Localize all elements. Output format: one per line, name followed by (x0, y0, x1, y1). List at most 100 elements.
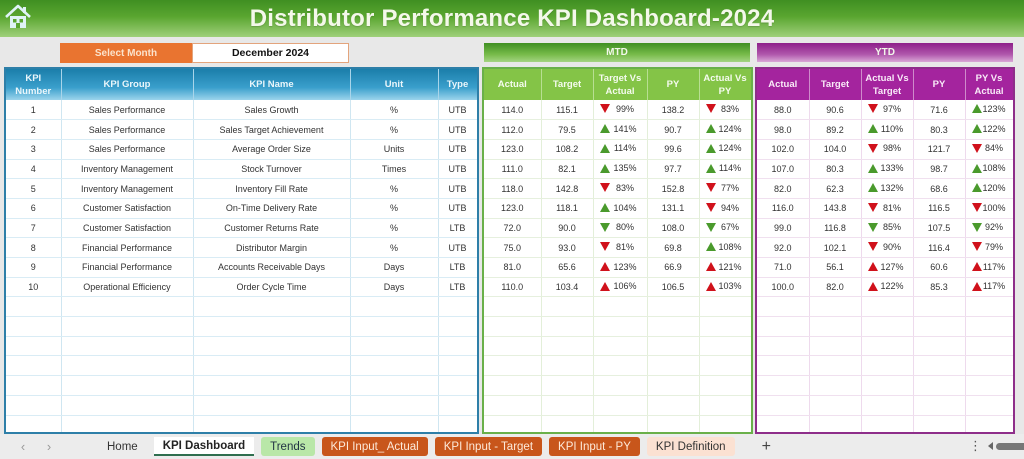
kpi-name-cell[interactable]: Order Cycle Time (193, 277, 351, 298)
kpi-number-cell[interactable] (6, 336, 62, 357)
kpi-name-cell[interactable]: Inventory Fill Rate (193, 178, 351, 199)
tva-cell[interactable]: 99% (593, 100, 648, 121)
tva-cell[interactable] (593, 395, 648, 416)
tva-cell[interactable]: 132% (861, 178, 914, 199)
kpi-group-cell[interactable] (61, 375, 194, 396)
actual-cell[interactable] (757, 375, 810, 396)
tva-cell[interactable]: 141% (593, 119, 648, 140)
py-cell[interactable] (913, 375, 966, 396)
kpi-number-cell[interactable]: 7 (6, 218, 62, 239)
actual-cell[interactable]: 102.0 (757, 139, 810, 160)
target-cell[interactable]: 118.1 (541, 198, 594, 219)
avp-cell[interactable] (699, 395, 751, 416)
avp-cell[interactable]: 122% (965, 119, 1013, 140)
py-cell[interactable]: 69.8 (647, 237, 700, 258)
tva-cell[interactable]: 110% (861, 119, 914, 140)
actual-cell[interactable]: 88.0 (757, 100, 810, 121)
tva-cell[interactable] (861, 375, 914, 396)
target-cell[interactable]: 142.8 (541, 178, 594, 199)
tab-home[interactable]: Home (107, 440, 138, 453)
py-cell[interactable]: 116.5 (913, 198, 966, 219)
avp-cell[interactable]: 117% (965, 277, 1013, 298)
tva-cell[interactable]: 81% (593, 237, 648, 258)
tva-cell[interactable]: 90% (861, 237, 914, 258)
actual-cell[interactable]: 118.0 (484, 178, 542, 199)
target-cell[interactable]: 65.6 (541, 257, 594, 278)
next-sheet-icon[interactable]: › (46, 439, 52, 454)
tva-cell[interactable]: 98% (861, 139, 914, 160)
py-cell[interactable] (913, 316, 966, 337)
target-cell[interactable]: 82.1 (541, 159, 594, 180)
kpi-type-cell[interactable] (438, 296, 477, 318)
kpi-number-cell[interactable] (6, 395, 62, 416)
scroll-left-icon[interactable] (988, 442, 993, 450)
kpi-number-cell[interactable] (6, 415, 62, 432)
actual-cell[interactable] (757, 336, 810, 357)
kpi-name-cell[interactable] (193, 415, 351, 432)
py-cell[interactable] (647, 415, 700, 432)
avp-cell[interactable]: 120% (965, 178, 1013, 199)
avp-cell[interactable] (965, 336, 1013, 357)
kpi-name-cell[interactable]: Distributor Margin (193, 237, 351, 258)
tab-kpi-input-target[interactable]: KPI Input - Target (434, 437, 543, 456)
py-cell[interactable]: 108.0 (647, 218, 700, 239)
kpi-type-cell[interactable]: UTB (438, 178, 477, 199)
py-cell[interactable] (647, 355, 700, 377)
avp-cell[interactable]: 79% (965, 237, 1013, 258)
kpi-unit-cell[interactable]: Days (350, 277, 439, 298)
tva-cell[interactable] (861, 336, 914, 357)
kpi-number-cell[interactable]: 5 (6, 178, 62, 199)
kpi-unit-cell[interactable] (350, 316, 439, 337)
tva-cell[interactable] (593, 415, 648, 432)
actual-cell[interactable]: 92.0 (757, 237, 810, 258)
avp-cell[interactable]: 103% (699, 277, 751, 298)
target-cell[interactable] (541, 316, 594, 337)
kpi-number-cell[interactable] (6, 355, 62, 377)
target-cell[interactable]: 102.1 (809, 237, 862, 258)
py-cell[interactable]: 80.3 (913, 119, 966, 140)
tva-cell[interactable] (861, 316, 914, 337)
kpi-group-cell[interactable] (61, 395, 194, 416)
py-cell[interactable] (647, 336, 700, 357)
actual-cell[interactable] (757, 355, 810, 377)
py-cell[interactable]: 98.7 (913, 159, 966, 180)
avp-cell[interactable] (965, 316, 1013, 337)
actual-cell[interactable] (757, 415, 810, 432)
actual-cell[interactable]: 71.0 (757, 257, 810, 278)
target-cell[interactable]: 80.3 (809, 159, 862, 180)
kpi-group-cell[interactable]: Customer Satisfaction (61, 198, 194, 219)
py-cell[interactable]: 131.1 (647, 198, 700, 219)
tva-cell[interactable] (861, 296, 914, 318)
avp-cell[interactable]: 84% (965, 139, 1013, 160)
kpi-group-cell[interactable]: Sales Performance (61, 100, 194, 121)
py-cell[interactable]: 121.7 (913, 139, 966, 160)
actual-cell[interactable]: 111.0 (484, 159, 542, 180)
target-cell[interactable] (541, 296, 594, 318)
tva-cell[interactable]: 106% (593, 277, 648, 298)
kpi-name-cell[interactable]: Customer Returns Rate (193, 218, 351, 239)
avp-cell[interactable] (965, 395, 1013, 416)
add-sheet-icon[interactable]: + (761, 437, 771, 455)
avp-cell[interactable]: 124% (699, 119, 751, 140)
target-cell[interactable]: 89.2 (809, 119, 862, 140)
actual-cell[interactable] (484, 415, 542, 432)
py-cell[interactable]: 68.6 (913, 178, 966, 199)
kpi-unit-cell[interactable] (350, 395, 439, 416)
kpi-number-cell[interactable]: 9 (6, 257, 62, 278)
actual-cell[interactable] (757, 395, 810, 416)
actual-cell[interactable]: 123.0 (484, 139, 542, 160)
kpi-number-cell[interactable]: 8 (6, 237, 62, 258)
kpi-unit-cell[interactable]: Times (350, 159, 439, 180)
kpi-name-cell[interactable] (193, 355, 351, 377)
more-options-icon[interactable]: ⋮ (969, 438, 982, 453)
tva-cell[interactable] (861, 395, 914, 416)
target-cell[interactable]: 115.1 (541, 100, 594, 121)
kpi-name-cell[interactable] (193, 336, 351, 357)
kpi-unit-cell[interactable]: Units (350, 139, 439, 160)
kpi-group-cell[interactable] (61, 336, 194, 357)
kpi-type-cell[interactable]: LTB (438, 257, 477, 278)
avp-cell[interactable]: 108% (699, 237, 751, 258)
kpi-number-cell[interactable] (6, 375, 62, 396)
target-cell[interactable]: 90.0 (541, 218, 594, 239)
kpi-unit-cell[interactable]: % (350, 100, 439, 121)
